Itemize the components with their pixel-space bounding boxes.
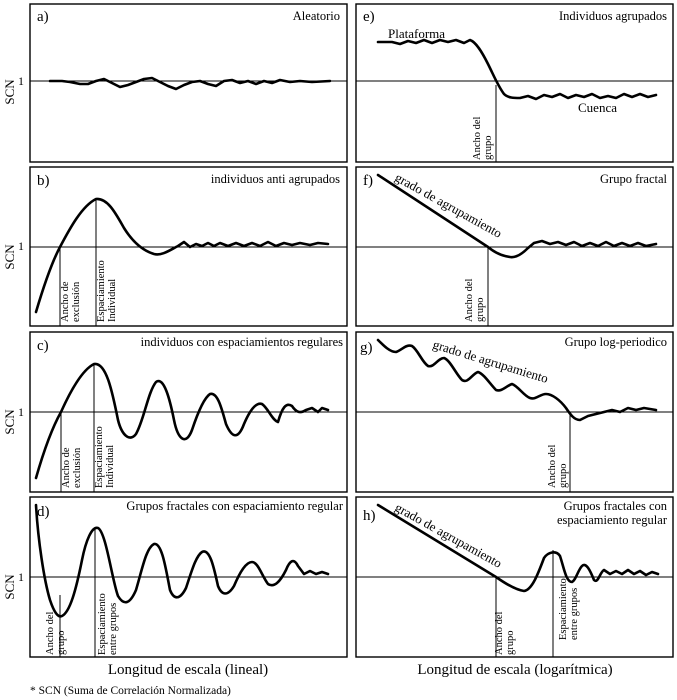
panel-c-spacing-label-line2: Individual (105, 445, 116, 488)
panel-d-group-width-label-line1: Ancho del (45, 611, 56, 655)
scn-label-row2: SCN (2, 244, 17, 270)
ref-one-label-row2: 1 (18, 239, 24, 253)
panel-e-cuenca-label: Cuenca (578, 100, 617, 115)
scn-label-row1: SCN (2, 79, 17, 105)
panel-f-group-width-label-line1: Ancho del (464, 278, 475, 322)
panel-c-exclusion-label-line2: exclusión (72, 447, 83, 488)
panel-g-group-width-label: Ancho del grupo (547, 444, 569, 488)
panel-f-title: Grupo fractal (600, 172, 668, 186)
panel-d-group-spacing-label: Espaciamiento entre grupos (97, 593, 119, 655)
panel-h-group-spacing-label-line2: entre grupos (569, 588, 580, 640)
panel-h: h) Grupos fractales con espaciamiento re… (355, 496, 674, 658)
panel-g-group-width-label-line1: Ancho del (547, 444, 558, 488)
panel-e-title: Individuos agrupados (559, 9, 667, 23)
panel-g-curve (376, 338, 658, 422)
panel-e-group-width-label-line1: Ancho del (472, 116, 483, 160)
panel-h-group-width-label: Ancho del grupo (494, 611, 516, 655)
panel-f-letter: f) (363, 173, 373, 189)
panel-a-curve (48, 76, 332, 91)
panel-b-letter: b) (37, 173, 50, 189)
panel-h-group-width-label-line2: grupo (505, 631, 516, 656)
panel-g: g) Grupo log-periodico grado de agrupami… (355, 331, 674, 493)
panel-h-group-spacing-label-line1: Espaciamiento (558, 578, 569, 640)
panel-d-curve (34, 503, 330, 618)
panel-g-group-width-label-line2: grupo (558, 464, 569, 489)
panel-e: e) Individuos agrupados Plataforma Cuenc… (355, 3, 674, 163)
panel-c-spacing-label-line1: Espaciamiento (94, 426, 105, 488)
panel-c-spacing-label: Espaciamiento Individual (94, 426, 116, 488)
panel-e-curve (376, 38, 658, 101)
panel-f-group-width-label: Ancho del grupo (464, 278, 486, 322)
panel-e-letter: e) (363, 9, 375, 25)
panel-b: b) individuos anti agrupados Ancho de ex… (29, 166, 348, 327)
panel-h-letter: h) (363, 508, 376, 524)
panel-e-group-width-label-line2: grupo (483, 136, 494, 161)
panel-a: a) Aleatorio (29, 3, 348, 163)
panel-h-title-line2: espaciamiento regular (557, 513, 668, 527)
panel-f-slope-label: grado de agrupamiento (393, 170, 505, 241)
panel-b-spacing-label-line1: Espaciamiento (96, 260, 107, 322)
ref-one-label-row1: 1 (18, 74, 24, 88)
panel-h-slope-label: grado de agrupamiento (393, 500, 505, 571)
panel-e-frame (355, 3, 674, 163)
panel-b-exclusion-label-line1: Ancho de (60, 281, 71, 322)
footnote: * SCN (Suma de Correlación Normalizada) (30, 685, 231, 697)
panel-c-letter: c) (37, 338, 49, 354)
panel-b-exclusion-label: Ancho de exclusión (60, 281, 82, 322)
panel-b-exclusion-label-line2: exclusión (71, 281, 82, 322)
panel-h-curve (376, 503, 660, 593)
panel-d-group-width-label: Ancho del grupo (45, 611, 67, 655)
panel-h-group-width-label-line1: Ancho del (494, 611, 505, 655)
panel-b-spacing-label-line2: Individual (107, 279, 118, 322)
panel-b-spacing-label: Espaciamiento Individual (96, 260, 118, 322)
panel-b-title: individuos anti agrupados (211, 172, 340, 186)
panel-e-group-width-label: Ancho del grupo (472, 116, 494, 160)
panel-h-group-spacing-label: Espaciamiento entre grupos (558, 578, 580, 640)
panel-d-group-spacing-label-line2: entre grupos (108, 603, 119, 655)
ref-one-label-row3: 1 (18, 405, 24, 419)
panel-c: c) individuos con espaciamientos regular… (29, 331, 348, 493)
panel-f-group-width-label-line2: grupo (475, 298, 486, 323)
panel-g-title: Grupo log-periodico (565, 335, 667, 349)
panel-a-letter: a) (37, 9, 49, 25)
panel-e-plataforma-label: Plataforma (388, 26, 445, 41)
panel-g-letter: g) (360, 340, 373, 356)
panel-c-title: individuos con espaciamientos regulares (141, 335, 344, 349)
x-axis-label-logarithmic: Longitud de escala (logarítmica) (417, 662, 612, 678)
panel-b-curve (34, 197, 330, 314)
panel-d-title: Grupos fractales con espaciamiento regul… (126, 499, 343, 513)
panel-c-exclusion-label-line1: Ancho de (61, 447, 72, 488)
scn-label-row3: SCN (2, 409, 17, 435)
scn-label-row4: SCN (2, 574, 17, 600)
panel-h-title-line1: Grupos fractales con (564, 499, 668, 513)
panel-d-group-width-label-line2: grupo (56, 631, 67, 656)
panel-a-title: Aleatorio (293, 9, 340, 23)
panel-f: f) Grupo fractal grado de agrupamiento A… (355, 166, 674, 327)
panel-d: d) Grupos fractales con espaciamiento re… (29, 496, 348, 658)
panel-d-group-spacing-label-line1: Espaciamiento (97, 593, 108, 655)
panel-c-exclusion-label: Ancho de exclusión (61, 447, 83, 488)
ref-one-label-row4: 1 (18, 570, 24, 584)
x-axis-label-linear: Longitud de escala (lineal) (108, 662, 268, 678)
panel-a-frame (29, 3, 348, 163)
panel-f-curve (376, 173, 658, 259)
panel-d-letter: d) (37, 504, 50, 520)
panel-c-curve (34, 362, 330, 480)
